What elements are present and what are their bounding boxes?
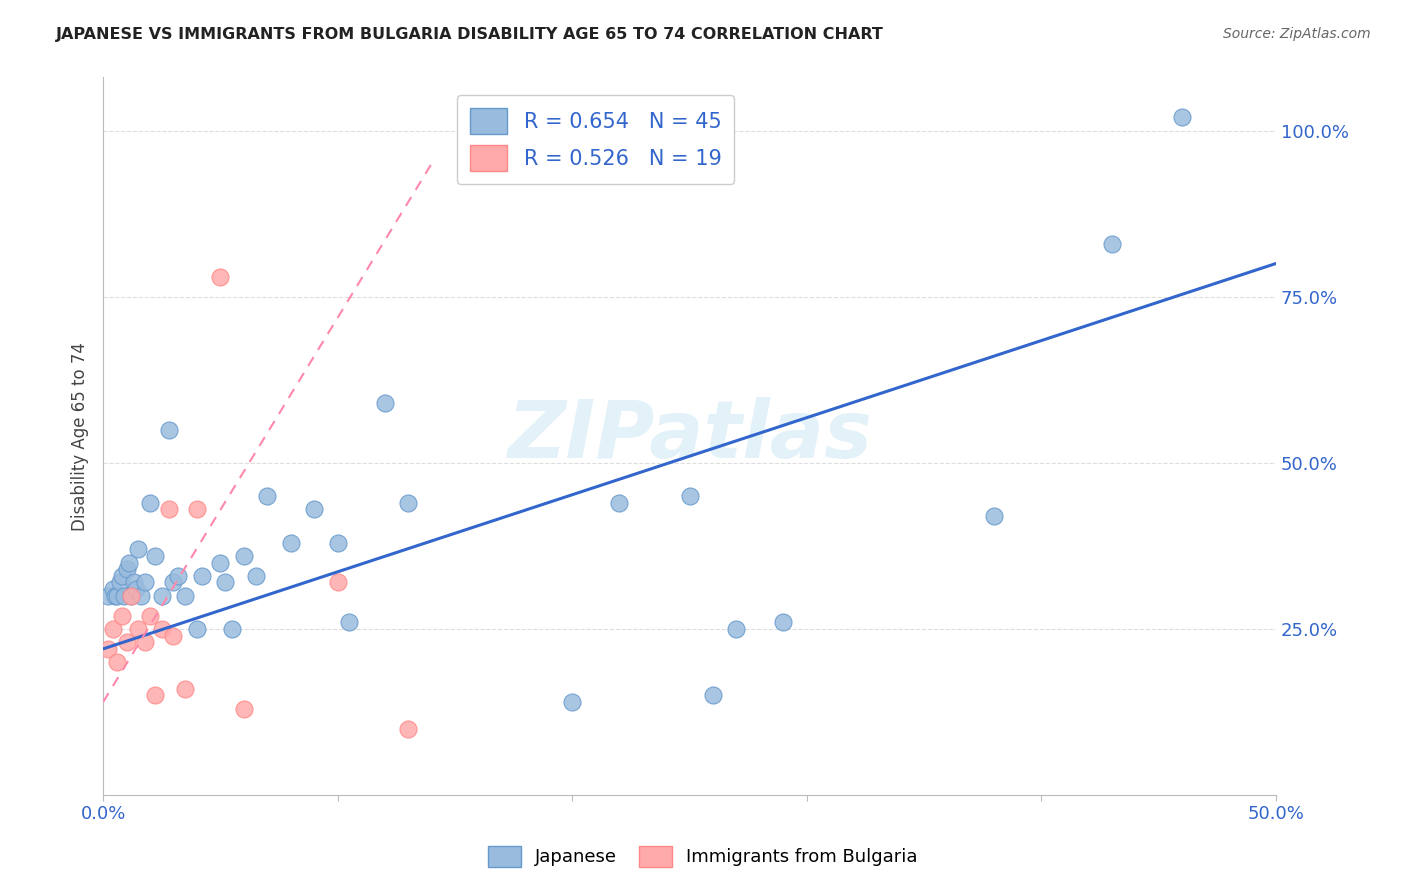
Point — [186, 622, 208, 636]
Point — [190, 569, 212, 583]
Point — [150, 589, 173, 603]
Point — [326, 535, 349, 549]
Point — [108, 575, 131, 590]
Point — [326, 575, 349, 590]
Point — [374, 396, 396, 410]
Point — [678, 489, 700, 503]
Point — [139, 496, 162, 510]
Point — [256, 489, 278, 503]
Point — [209, 556, 232, 570]
Point — [174, 681, 197, 696]
Point — [101, 622, 124, 636]
Point — [127, 622, 149, 636]
Point — [129, 589, 152, 603]
Point — [1101, 236, 1123, 251]
Point — [111, 569, 134, 583]
Point — [561, 695, 583, 709]
Legend: Japanese, Immigrants from Bulgaria: Japanese, Immigrants from Bulgaria — [481, 838, 925, 874]
Text: ZIPatlas: ZIPatlas — [508, 397, 872, 475]
Point — [162, 575, 184, 590]
Point — [115, 562, 138, 576]
Point — [127, 542, 149, 557]
Point — [122, 575, 145, 590]
Point — [162, 629, 184, 643]
Point — [607, 496, 630, 510]
Point — [232, 549, 254, 563]
Point — [725, 622, 748, 636]
Point — [105, 655, 128, 669]
Point — [97, 641, 120, 656]
Point — [134, 635, 156, 649]
Point — [186, 502, 208, 516]
Point — [302, 502, 325, 516]
Point — [232, 701, 254, 715]
Point — [280, 535, 302, 549]
Point — [221, 622, 243, 636]
Point — [702, 689, 724, 703]
Point — [111, 608, 134, 623]
Text: JAPANESE VS IMMIGRANTS FROM BULGARIA DISABILITY AGE 65 TO 74 CORRELATION CHART: JAPANESE VS IMMIGRANTS FROM BULGARIA DIS… — [56, 27, 884, 42]
Point — [157, 502, 180, 516]
Point — [105, 589, 128, 603]
Point — [101, 582, 124, 596]
Point — [339, 615, 361, 630]
Point — [209, 269, 232, 284]
Y-axis label: Disability Age 65 to 74: Disability Age 65 to 74 — [72, 342, 89, 531]
Point — [134, 575, 156, 590]
Point — [396, 722, 419, 736]
Point — [1171, 111, 1194, 125]
Point — [97, 589, 120, 603]
Text: Source: ZipAtlas.com: Source: ZipAtlas.com — [1223, 27, 1371, 41]
Point — [143, 549, 166, 563]
Point — [150, 622, 173, 636]
Point — [157, 423, 180, 437]
Point — [174, 589, 197, 603]
Point — [104, 589, 127, 603]
Point — [396, 496, 419, 510]
Point — [139, 608, 162, 623]
Point — [120, 589, 142, 603]
Point — [772, 615, 794, 630]
Point — [112, 589, 135, 603]
Legend: R = 0.654   N = 45, R = 0.526   N = 19: R = 0.654 N = 45, R = 0.526 N = 19 — [457, 95, 734, 184]
Point — [245, 569, 267, 583]
Point — [118, 556, 141, 570]
Point — [143, 689, 166, 703]
Point — [214, 575, 236, 590]
Point — [125, 582, 148, 596]
Point — [120, 589, 142, 603]
Point — [115, 635, 138, 649]
Point — [983, 508, 1005, 523]
Point — [167, 569, 190, 583]
